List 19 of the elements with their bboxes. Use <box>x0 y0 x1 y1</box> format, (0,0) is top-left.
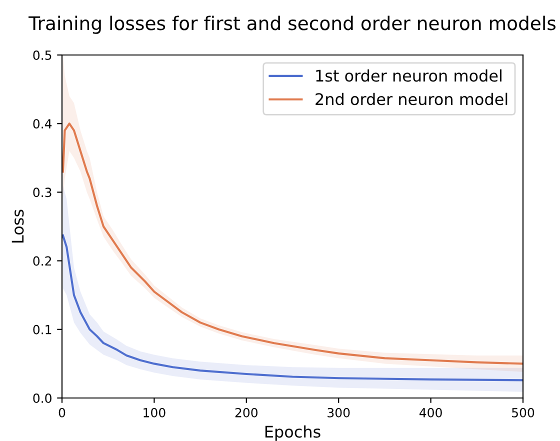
x-tick-label: 300 <box>328 408 350 418</box>
x-tick-label: 200 <box>235 408 258 418</box>
x-axis-title: Epochs <box>265 425 320 441</box>
y-tick-label: 0.4 <box>33 119 52 129</box>
x-tick-label: 400 <box>419 408 442 418</box>
x-tick-label: 100 <box>144 408 166 418</box>
y-tick-label: 0.3 <box>33 188 52 198</box>
line-series <box>62 234 523 382</box>
y-tick-label: 0.5 <box>33 50 52 60</box>
x-tick-label: 0 <box>58 408 66 418</box>
legend-label: 2nd order neuron model <box>316 92 508 106</box>
legend-label: 1st order neuron model <box>316 69 502 82</box>
x-tick-label: 500 <box>512 408 534 418</box>
y-axis-title: Loss <box>12 210 24 242</box>
y-tick-label: 0.1 <box>33 324 52 334</box>
chart-title: Training losses for first and second order neuron models <box>28 16 556 34</box>
y-tick-label: 0.2 <box>33 256 52 266</box>
line-series <box>62 122 523 365</box>
y-tick-label: 0.0 <box>33 393 52 403</box>
